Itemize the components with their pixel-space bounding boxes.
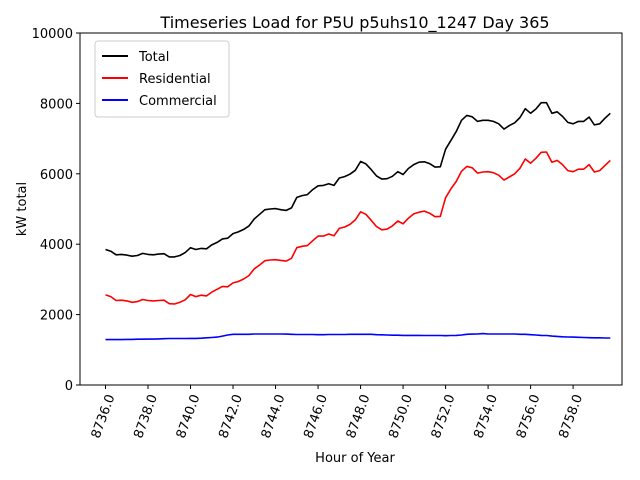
y-tick-label: 6000 xyxy=(40,168,73,183)
legend: Total Residential Commercial xyxy=(94,40,230,118)
series-lines xyxy=(105,101,611,341)
legend-box xyxy=(94,40,230,118)
y-tick-label: 8000 xyxy=(40,97,73,112)
series-line-commercial xyxy=(105,332,611,341)
series-line-residential xyxy=(105,151,611,305)
x-axis-label: Hour of Year xyxy=(315,451,395,466)
legend-label: Residential xyxy=(139,72,211,87)
chart-title: Timeseries Load for P5U p5uhs10_1247 Day… xyxy=(159,13,549,33)
y-tick-label: 2000 xyxy=(40,309,73,324)
y-tick-label: 0 xyxy=(65,379,73,394)
y-tick-label: 4000 xyxy=(40,238,73,253)
series-line-total xyxy=(105,101,611,258)
y-tick-label: 10000 xyxy=(32,27,73,42)
y-axis-label: kW total xyxy=(15,182,30,236)
y-axis-ticks: 0 2000 4000 6000 8000 10000 xyxy=(32,27,80,394)
legend-label: Total xyxy=(138,50,169,65)
legend-label: Commercial xyxy=(139,94,217,109)
